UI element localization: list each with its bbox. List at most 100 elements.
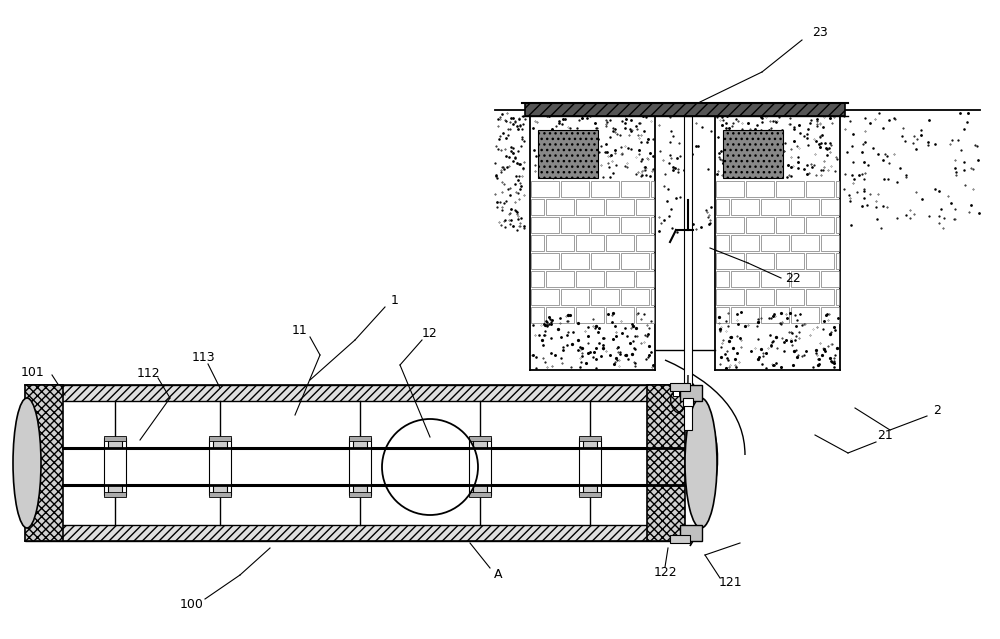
Bar xyxy=(591,217,619,233)
Bar xyxy=(670,535,690,543)
Bar xyxy=(716,253,744,269)
Bar xyxy=(731,235,759,251)
Bar xyxy=(821,307,839,323)
Bar xyxy=(473,438,487,448)
Bar xyxy=(673,391,679,396)
Bar xyxy=(746,181,774,197)
Bar xyxy=(25,385,685,401)
Bar xyxy=(576,307,604,323)
Bar xyxy=(731,199,759,215)
Text: 22: 22 xyxy=(785,272,801,284)
Bar xyxy=(716,217,744,233)
Bar xyxy=(349,438,371,495)
Bar xyxy=(731,271,759,287)
Bar xyxy=(621,217,649,233)
Bar xyxy=(469,436,491,441)
Bar xyxy=(108,485,122,495)
Bar xyxy=(531,111,654,181)
Bar xyxy=(561,217,589,233)
Bar xyxy=(621,181,649,197)
Text: 1: 1 xyxy=(391,293,399,307)
Bar xyxy=(104,436,126,441)
Text: 113: 113 xyxy=(191,351,215,364)
Bar xyxy=(469,438,491,495)
Bar xyxy=(531,235,544,251)
Bar xyxy=(583,485,597,495)
Bar xyxy=(776,217,804,233)
Bar xyxy=(349,492,371,497)
Bar xyxy=(680,525,702,541)
Bar xyxy=(716,181,744,197)
Bar xyxy=(806,289,834,305)
Bar xyxy=(636,235,654,251)
Bar xyxy=(836,181,839,197)
Bar xyxy=(576,271,604,287)
Bar xyxy=(546,307,574,323)
Bar xyxy=(621,253,649,269)
Bar xyxy=(651,253,654,269)
Bar xyxy=(583,438,597,448)
Bar xyxy=(546,199,574,215)
Bar xyxy=(716,289,744,305)
Bar xyxy=(25,525,685,541)
Bar xyxy=(104,438,126,495)
Bar xyxy=(531,253,559,269)
Bar xyxy=(761,235,789,251)
Text: 2: 2 xyxy=(933,403,941,417)
Bar xyxy=(791,307,819,323)
Bar xyxy=(561,289,589,305)
Bar xyxy=(761,199,789,215)
Bar xyxy=(209,492,231,497)
Bar xyxy=(716,271,729,287)
Text: 122: 122 xyxy=(653,567,677,580)
Bar xyxy=(606,271,634,287)
Bar xyxy=(349,436,371,441)
Bar xyxy=(806,217,834,233)
Bar xyxy=(353,438,367,448)
Bar xyxy=(670,383,690,391)
Bar xyxy=(636,307,654,323)
Bar xyxy=(579,438,601,495)
Bar xyxy=(647,385,685,541)
Text: 100: 100 xyxy=(180,597,204,610)
Bar xyxy=(579,436,601,441)
Bar xyxy=(25,385,685,541)
Bar xyxy=(591,289,619,305)
Bar xyxy=(606,199,634,215)
Text: 112: 112 xyxy=(136,367,160,380)
Bar xyxy=(680,385,702,401)
Bar xyxy=(806,181,834,197)
Bar xyxy=(25,385,63,541)
Bar xyxy=(651,181,654,197)
Text: 21: 21 xyxy=(877,429,893,442)
Bar xyxy=(746,253,774,269)
Bar xyxy=(791,199,819,215)
Bar xyxy=(651,289,654,305)
Bar xyxy=(531,217,559,233)
Text: A: A xyxy=(494,567,502,580)
Bar xyxy=(531,310,654,369)
Bar xyxy=(531,181,559,197)
Bar xyxy=(723,130,783,178)
Bar xyxy=(606,307,634,323)
Bar xyxy=(776,181,804,197)
Bar xyxy=(684,116,692,430)
Bar xyxy=(531,199,544,215)
Text: 121: 121 xyxy=(718,576,742,590)
Bar xyxy=(836,217,839,233)
Bar xyxy=(791,271,819,287)
Text: 23: 23 xyxy=(812,26,828,38)
Bar xyxy=(761,271,789,287)
Text: 101: 101 xyxy=(21,366,45,378)
Bar xyxy=(716,307,729,323)
Bar xyxy=(776,253,804,269)
Bar xyxy=(546,271,574,287)
Text: 12: 12 xyxy=(422,327,438,339)
Bar xyxy=(591,253,619,269)
Bar xyxy=(651,217,654,233)
Bar xyxy=(579,492,601,497)
Text: 11: 11 xyxy=(292,323,308,337)
Bar xyxy=(683,398,693,406)
Bar xyxy=(531,289,559,305)
Bar xyxy=(525,103,845,116)
